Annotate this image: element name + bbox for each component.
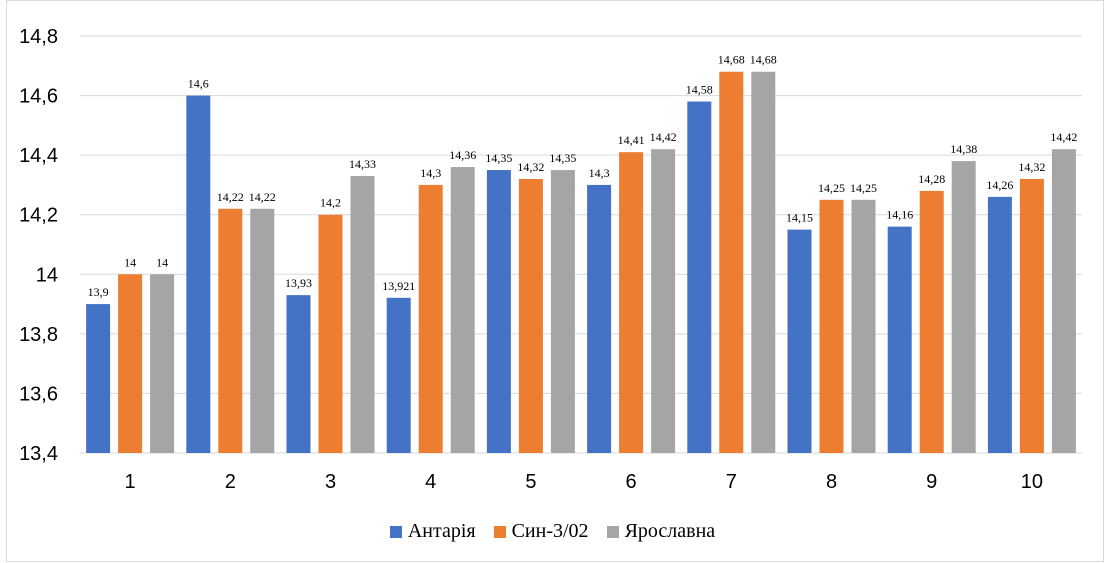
bar <box>987 196 1012 454</box>
x-tick-label: 2 <box>225 471 236 493</box>
bar <box>1051 149 1076 453</box>
data-label: 14,36 <box>449 148 476 162</box>
bar <box>186 95 211 454</box>
legend-swatch-series-2 <box>493 525 506 538</box>
data-label: 13,921 <box>382 279 415 293</box>
bar <box>951 161 976 453</box>
data-label: 14,25 <box>850 181 877 195</box>
bar <box>851 199 876 453</box>
bar <box>450 167 475 454</box>
legend-item-series-1: Антарія <box>389 520 476 543</box>
x-tick-label: 6 <box>626 471 637 493</box>
x-tick-label: 3 <box>325 471 336 493</box>
data-label: 14,33 <box>349 157 376 171</box>
bar <box>150 274 175 453</box>
bar <box>250 208 275 453</box>
data-label: 14,32 <box>517 160 544 174</box>
bar <box>651 149 676 453</box>
data-label: 14,28 <box>918 172 945 186</box>
bar <box>751 71 776 453</box>
bar <box>518 178 543 453</box>
legend-swatch-series-1 <box>389 525 402 538</box>
data-label: 14,32 <box>1018 160 1045 174</box>
bar <box>318 214 343 453</box>
x-tick-label: 9 <box>926 471 937 493</box>
bar <box>418 184 443 453</box>
bar <box>86 304 111 453</box>
bar <box>819 199 844 453</box>
bar <box>550 170 575 454</box>
y-tick-label: 14,6 <box>19 86 58 108</box>
bar <box>386 297 411 453</box>
x-tick-label: 7 <box>726 471 737 493</box>
bar <box>887 226 912 453</box>
data-label: 13,93 <box>285 276 312 290</box>
data-label: 13,9 <box>88 285 109 299</box>
data-label: 14,42 <box>650 130 677 144</box>
legend-label-series-3: Ярославна <box>624 520 716 542</box>
x-tick-label: 1 <box>125 471 136 493</box>
data-label: 14,22 <box>217 190 244 204</box>
data-label: 14,3 <box>420 166 441 180</box>
data-label: 14,41 <box>618 133 645 147</box>
bar <box>286 295 311 453</box>
data-label: 14,2 <box>320 196 341 210</box>
legend-label-series-2: Син-3/02 <box>511 520 589 542</box>
data-label: 14,6 <box>188 77 209 91</box>
y-tick-label: 14,8 <box>19 26 58 48</box>
data-label: 14,35 <box>485 151 512 165</box>
bar <box>587 184 612 453</box>
data-label: 14 <box>124 255 136 269</box>
bar <box>619 152 644 453</box>
y-tick-label: 14 <box>36 264 58 286</box>
x-tick-label: 4 <box>425 471 436 493</box>
data-label: 14 <box>156 255 168 269</box>
y-tick-label: 14,4 <box>19 145 58 167</box>
legend-swatch-series-3 <box>606 525 619 538</box>
data-label: 14,35 <box>549 151 576 165</box>
data-label: 14,3 <box>589 166 610 180</box>
data-label: 14,22 <box>249 190 276 204</box>
x-tick-label: 8 <box>826 471 837 493</box>
x-tick-label: 10 <box>1021 471 1043 493</box>
data-label: 14,16 <box>886 208 913 222</box>
data-label: 14,68 <box>750 53 777 67</box>
data-label: 14,26 <box>986 178 1013 192</box>
legend: Антарія Син-3/02 Ярославна <box>0 520 1105 543</box>
data-label: 14,68 <box>718 53 745 67</box>
bar <box>218 208 243 453</box>
bar <box>787 229 812 453</box>
bar <box>1019 178 1044 453</box>
bar <box>486 170 511 454</box>
data-label: 14,58 <box>686 83 713 97</box>
data-label: 14,15 <box>786 211 813 225</box>
y-tick-label: 13,8 <box>19 324 58 346</box>
bar <box>687 101 712 454</box>
legend-label-series-1: Антарія <box>407 520 476 542</box>
bar <box>350 175 375 453</box>
data-label: 14,42 <box>1050 130 1077 144</box>
y-tick-label: 14,2 <box>19 205 58 227</box>
bar <box>118 274 143 453</box>
bar <box>719 71 744 453</box>
bar <box>919 190 944 453</box>
data-label: 14,25 <box>818 181 845 195</box>
y-tick-label: 13,4 <box>19 443 58 465</box>
x-tick-label: 5 <box>525 471 536 493</box>
legend-item-series-3: Ярославна <box>606 520 716 543</box>
y-tick-label: 13,6 <box>19 383 58 405</box>
legend-item-series-2: Син-3/02 <box>493 520 589 543</box>
data-label: 14,38 <box>950 142 977 156</box>
